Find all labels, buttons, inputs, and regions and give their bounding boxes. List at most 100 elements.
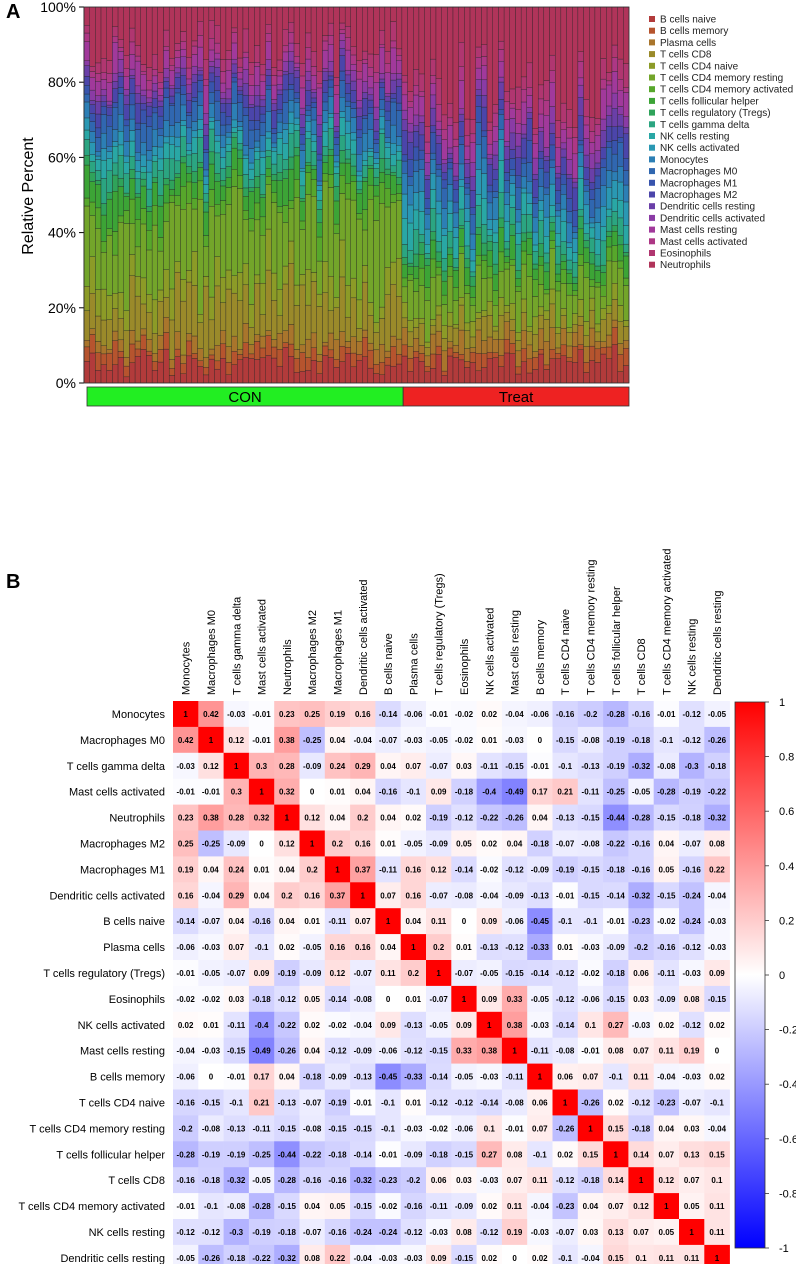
bar-segment [543, 6, 550, 81]
bar-segment [163, 77, 170, 82]
bar-segment [373, 6, 380, 55]
bar-segment [310, 332, 317, 348]
bar-segment [140, 109, 147, 124]
bar-segment [265, 24, 272, 34]
bar-segment [503, 220, 510, 242]
bar-segment [430, 239, 437, 260]
bar-segment [566, 198, 573, 212]
bar-segment [435, 120, 442, 130]
bar-segment [299, 198, 306, 202]
bar-segment [271, 300, 278, 340]
bar-segment [532, 263, 539, 270]
bar-segment [123, 104, 130, 121]
cell-value: 0.01 [557, 943, 573, 952]
bar-segment [498, 6, 505, 42]
bar-segment [100, 148, 107, 161]
bar-segment [293, 146, 300, 157]
heatmap-cell [476, 1089, 503, 1116]
bar-segment [373, 119, 380, 132]
bar-segment [271, 75, 278, 86]
bar-segment [384, 158, 391, 170]
y-tick-label: 20% [48, 300, 76, 316]
bar-segment [134, 85, 141, 94]
bar-segment [333, 200, 340, 225]
heatmap-cell [350, 1244, 376, 1264]
cell-value: -0.19 [683, 788, 702, 797]
bar-segment [146, 105, 153, 117]
cell-value: 0.1 [585, 1021, 597, 1030]
bar-segment [515, 145, 522, 158]
bar-segment [362, 92, 369, 99]
cell-value: -0.25 [303, 736, 322, 745]
bar-segment [237, 94, 244, 103]
bar-segment [242, 107, 249, 116]
bar-segment [203, 211, 210, 236]
bar-segment [373, 152, 380, 159]
cell-value: 0.08 [456, 1228, 472, 1237]
bar-segment [214, 256, 221, 287]
heatmap-cell [577, 830, 604, 857]
bar-segment [248, 344, 255, 355]
heatmap-cell [653, 1063, 680, 1090]
bar-segment [481, 136, 488, 159]
heatmap-cell [653, 830, 680, 857]
bar-segment [339, 276, 346, 332]
bar-segment [458, 108, 465, 115]
colorbar-tick-label: 0 [779, 970, 785, 982]
bar-segment [134, 93, 141, 104]
bar-segment [600, 264, 607, 273]
column-label: T cells CD4 naive [560, 609, 572, 695]
bar-segment [572, 362, 579, 384]
heatmap-cell [451, 960, 477, 987]
bar-segment [537, 264, 545, 285]
heatmap-cell [527, 985, 553, 1013]
bar-segment [339, 40, 346, 49]
cell-value: -0.07 [556, 1228, 575, 1237]
bar-segment [384, 364, 391, 384]
bar-segment [543, 156, 550, 161]
bar-segment [464, 183, 471, 189]
bar-segment [503, 101, 510, 120]
bar-segment [572, 226, 579, 233]
bar-segment [555, 190, 562, 204]
legend-swatch [649, 191, 655, 198]
bar-segment [566, 327, 573, 333]
bar-segment [89, 334, 96, 354]
bar-segment [498, 160, 505, 193]
heatmap-cell [350, 1167, 376, 1194]
cell-value: 0.38 [481, 1047, 497, 1056]
bar-segment [498, 297, 505, 316]
bar-segment [560, 315, 567, 329]
cell-value: -0.13 [581, 762, 600, 771]
cell-value: -0.13 [278, 1098, 297, 1107]
bar-segment [208, 6, 215, 21]
legend-swatch [649, 214, 655, 221]
bar-segment [214, 100, 221, 121]
heatmap-cell [501, 830, 528, 857]
bar-segment [464, 285, 471, 294]
bar-segment [413, 114, 420, 126]
heatmap-cell [476, 1244, 503, 1264]
heatmap-cell [375, 1011, 401, 1038]
heatmap-cell [198, 1115, 224, 1142]
bar-segment [407, 176, 414, 186]
bar-segment [89, 293, 96, 329]
bar-segment [572, 210, 579, 228]
bar-segment [390, 284, 397, 337]
bar-segment [299, 170, 306, 187]
bar-segment [327, 96, 334, 114]
bar-segment [537, 284, 545, 308]
heatmap-cell [451, 882, 477, 909]
cell-value: -0.1 [204, 1202, 218, 1211]
cell-value: -0.07 [202, 917, 221, 926]
cell-value: -0.07 [683, 1098, 702, 1107]
bar-segment [89, 77, 96, 91]
heatmap-cell [501, 1244, 528, 1264]
bar-segment [537, 200, 545, 211]
cell-value: -0.04 [177, 1047, 196, 1056]
bar-segment [435, 314, 442, 332]
cell-value: 0.06 [431, 1176, 447, 1185]
bar-segment [566, 272, 573, 284]
bar-segment [475, 353, 482, 372]
bar-segment [248, 62, 255, 75]
